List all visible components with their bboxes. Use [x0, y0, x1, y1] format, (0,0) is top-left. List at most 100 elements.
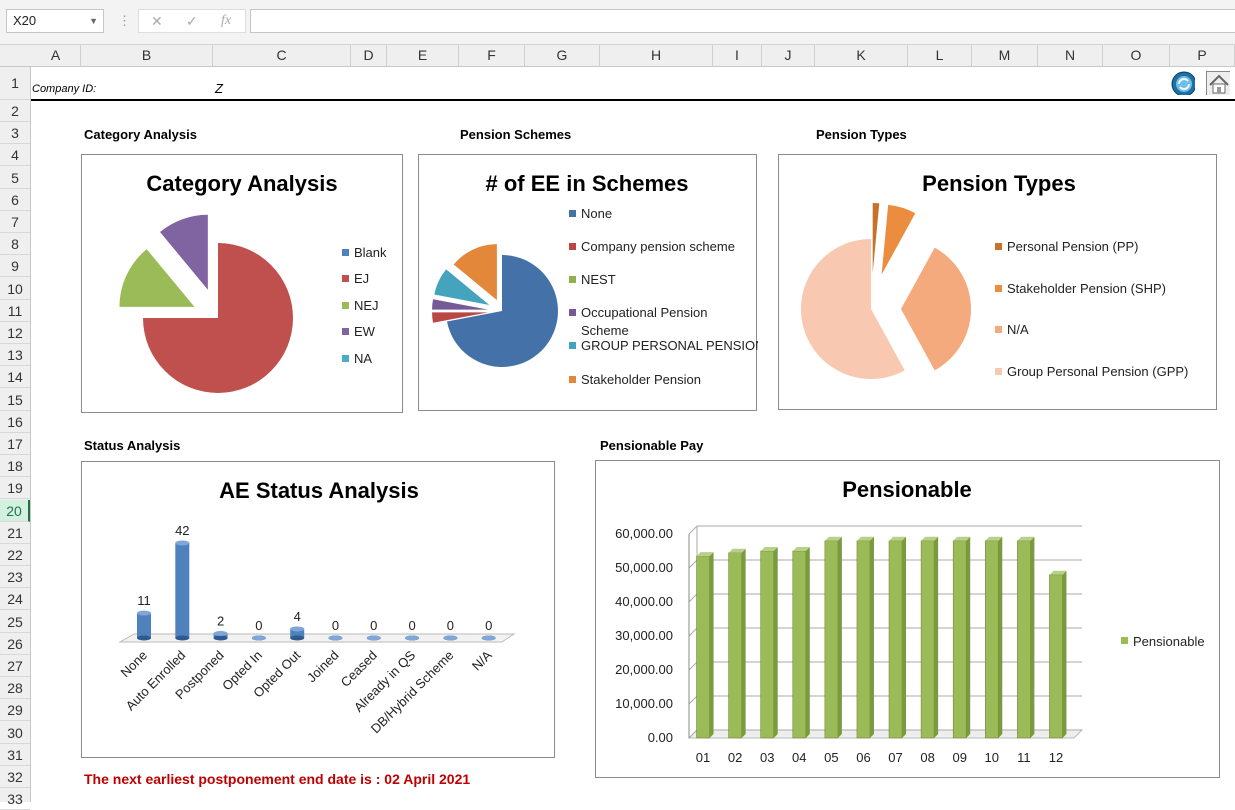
bar: [952, 540, 967, 739]
category-chart[interactable]: Category Analysis Blank EJ NEJ EW NA: [81, 154, 403, 413]
column-header[interactable]: K: [815, 45, 908, 66]
row-header[interactable]: 9: [0, 255, 30, 278]
bar: [1017, 540, 1031, 739]
row-header[interactable]: 17: [0, 433, 30, 455]
row-header[interactable]: 23: [0, 566, 30, 589]
row-header[interactable]: 14: [0, 366, 30, 389]
row-header[interactable]: 32: [0, 766, 30, 788]
row-header[interactable]: 8: [0, 233, 30, 256]
bar: [984, 540, 999, 739]
column-header[interactable]: L: [908, 45, 972, 66]
legend-swatch: [569, 243, 576, 250]
column-header[interactable]: H: [600, 45, 713, 66]
section-types: Pension Types: [816, 127, 907, 142]
home-icon[interactable]: [1206, 71, 1230, 95]
bar-top: [921, 536, 939, 541]
chart-title: Pension Types: [922, 171, 1076, 196]
bar-base: [213, 635, 228, 641]
refresh-icon[interactable]: [1171, 71, 1195, 95]
x-tick-label: 04: [792, 750, 806, 765]
gridline: [688, 559, 698, 569]
row-header[interactable]: 15: [0, 389, 30, 411]
bar: [137, 613, 151, 638]
row-header[interactable]: 24: [0, 588, 30, 611]
schemes-chart[interactable]: # of EE in Schemes None Company pension sc…: [418, 154, 758, 411]
bar-top: [696, 552, 714, 557]
row-header[interactable]: 5: [0, 167, 30, 189]
pie-slice: [800, 239, 905, 379]
column-header[interactable]: B: [81, 45, 213, 66]
row-header[interactable]: 6: [0, 189, 30, 211]
name-box[interactable]: X20 ▼: [6, 9, 104, 33]
row-header[interactable]: 31: [0, 744, 30, 766]
row-header[interactable]: 26: [0, 633, 30, 655]
column-header[interactable]: O: [1103, 45, 1170, 66]
column-header[interactable]: A: [31, 45, 81, 66]
section-pay: Pensionable Pay: [600, 438, 704, 453]
row-header[interactable]: 12: [0, 322, 30, 344]
y-tick-label: 60,000.00: [615, 526, 673, 541]
formula-actions: ✕ ✓ fx: [138, 9, 246, 33]
company-id-value[interactable]: Z: [215, 81, 223, 96]
function-icon[interactable]: fx: [221, 13, 232, 28]
confirm-icon[interactable]: ✓: [186, 13, 198, 29]
chevron-down-icon[interactable]: ▼: [89, 16, 98, 26]
chart-title: Category Analysis: [146, 171, 337, 196]
pie-slice: [432, 312, 489, 323]
column-header[interactable]: C: [213, 45, 351, 66]
row-header[interactable]: 2: [0, 100, 30, 122]
types-chart[interactable]: Pension Types Personal Pension (PP) Stakeh…: [778, 154, 1217, 410]
gridline: [688, 695, 698, 705]
row-header[interactable]: 21: [0, 522, 30, 544]
row-header[interactable]: 10: [0, 278, 30, 300]
pie-slice: [143, 243, 293, 393]
cancel-icon[interactable]: ✕: [151, 13, 163, 29]
row-header[interactable]: 18: [0, 455, 30, 478]
legend-label: GROUP PERSONAL PENSION: [581, 338, 758, 353]
formula-input[interactable]: [250, 9, 1235, 33]
bar: [290, 628, 305, 638]
row-header[interactable]: 3: [0, 122, 30, 145]
column-header[interactable]: J: [762, 45, 815, 66]
row-header[interactable]: 19: [0, 477, 30, 500]
row-header[interactable]: 25: [0, 611, 30, 633]
x-tick-label: 05: [824, 750, 838, 765]
data-label: 0: [408, 618, 415, 633]
bar: [792, 550, 807, 739]
column-header[interactable]: I: [713, 45, 762, 66]
pensionable-chart[interactable]: Pensionable 0.00 10,000.00 20,000.00 30,000.…: [595, 460, 1220, 778]
row-header[interactable]: 20: [0, 499, 30, 522]
row-header[interactable]: 7: [0, 211, 30, 233]
column-header[interactable]: F: [459, 45, 525, 66]
row-header[interactable]: 1: [0, 67, 30, 100]
data-label: 2: [217, 613, 224, 628]
legend-swatch: [995, 326, 1002, 333]
column-header[interactable]: N: [1038, 45, 1103, 66]
row-header[interactable]: 4: [0, 144, 30, 167]
column-header[interactable]: G: [525, 45, 600, 66]
row-header[interactable]: 28: [0, 677, 30, 700]
bar-top: [1017, 536, 1035, 541]
row-header[interactable]: 11: [0, 300, 30, 322]
row-header[interactable]: 16: [0, 411, 30, 433]
column-header[interactable]: D: [351, 45, 387, 66]
x-tick-label: 03: [760, 750, 774, 765]
bar-side: [773, 547, 778, 738]
column-header[interactable]: M: [972, 45, 1038, 66]
row-header[interactable]: 13: [0, 344, 30, 367]
bar-side: [1030, 536, 1035, 738]
legend-swatch: [995, 285, 1002, 292]
column-header[interactable]: E: [387, 45, 459, 66]
row-header[interactable]: 30: [0, 722, 30, 744]
bar-side: [1062, 570, 1067, 738]
status-chart[interactable]: AE Status Analysis 11 None 42 Auto Enrolled 2…: [81, 461, 555, 758]
legend-swatch: [569, 276, 576, 283]
row-header[interactable]: 29: [0, 699, 30, 722]
legend-label: Pensionable: [1133, 634, 1205, 649]
column-header[interactable]: P: [1170, 45, 1235, 66]
row-header[interactable]: 22: [0, 544, 30, 566]
bar-top: [728, 548, 746, 553]
row-header[interactable]: 27: [0, 655, 30, 677]
row-header[interactable]: 33: [0, 788, 30, 810]
pie-slice: [160, 214, 208, 290]
